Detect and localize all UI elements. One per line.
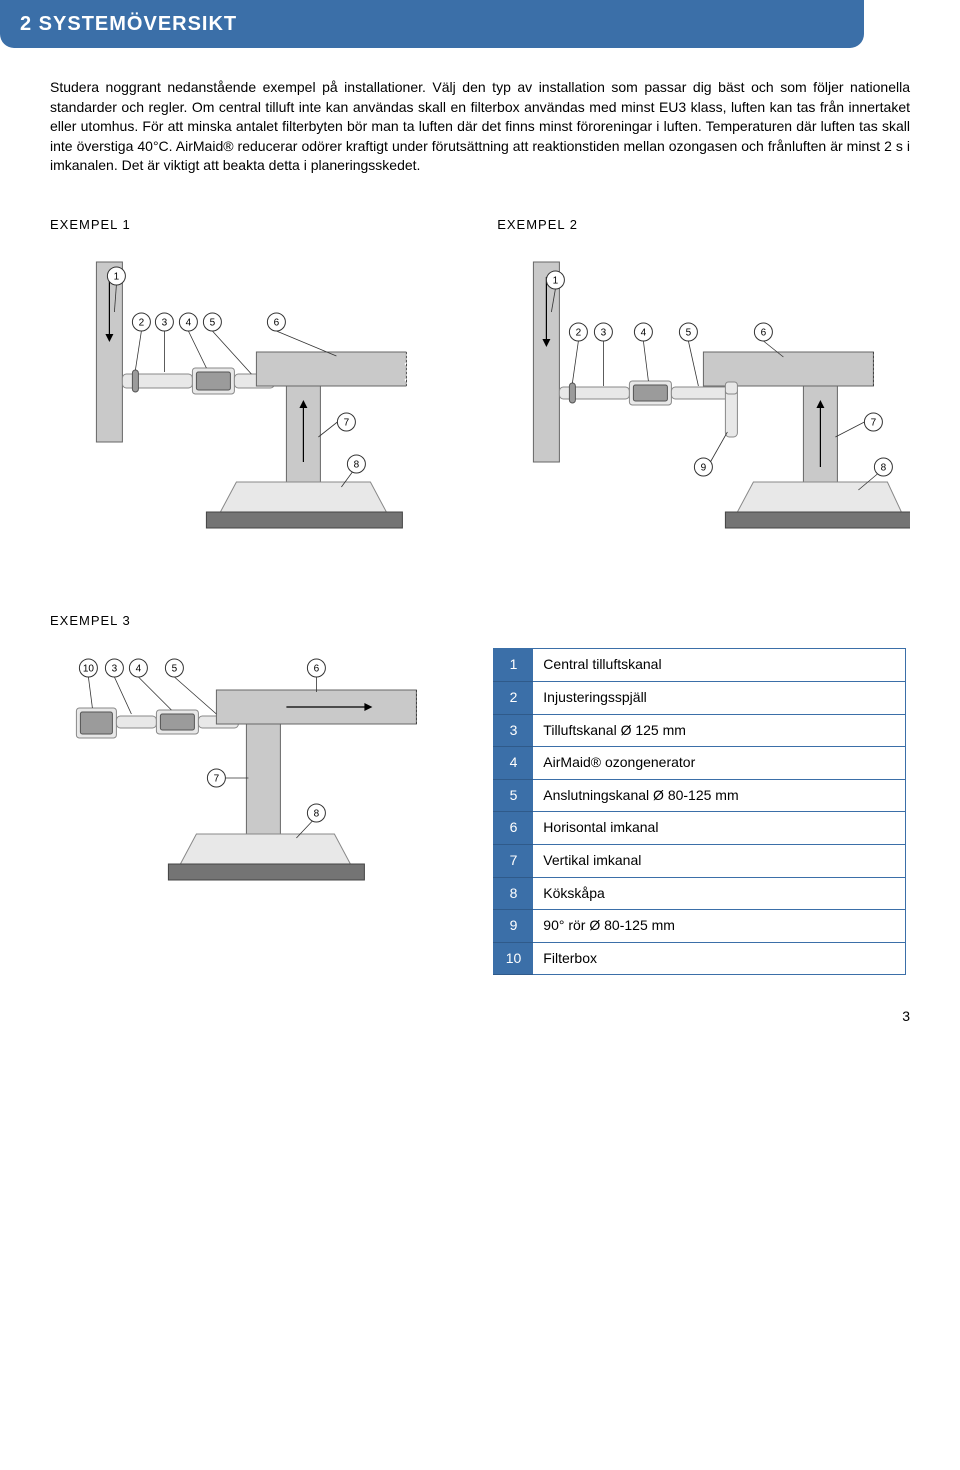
example-3-diagram: 10 3 4 5: [50, 648, 463, 948]
example-3-label: EXEMPEL 3: [50, 612, 910, 630]
svg-text:7: 7: [214, 774, 220, 785]
svg-text:5: 5: [210, 318, 216, 329]
callout-5: 5: [203, 313, 251, 374]
legend-number: 5: [493, 779, 533, 812]
callout-3: 3: [105, 659, 131, 714]
legend-row: 990° rör Ø 80-125 mm: [493, 910, 905, 943]
svg-text:6: 6: [274, 318, 280, 329]
legend-text: AirMaid® ozongenerator: [533, 747, 905, 780]
legend-row: 3Tilluftskanal Ø 125 mm: [493, 714, 905, 747]
callout-9: 9: [695, 432, 728, 476]
legend-text: Tilluftskanal Ø 125 mm: [533, 714, 905, 747]
svg-text:6: 6: [761, 328, 767, 339]
legend-text: Kökskåpa: [533, 877, 905, 910]
section-title: 2 SYSTEMÖVERSIKT: [20, 13, 237, 35]
example-2-diagram: 1 2 3 4: [497, 252, 910, 552]
svg-text:3: 3: [601, 328, 607, 339]
page-number: 3: [0, 1005, 960, 1037]
callout-3: 3: [595, 323, 613, 386]
legend-text: 90° rör Ø 80-125 mm: [533, 910, 905, 943]
legend-text: Horisontal imkanal: [533, 812, 905, 845]
svg-text:5: 5: [686, 328, 692, 339]
callout-5: 5: [165, 659, 216, 714]
svg-text:5: 5: [172, 664, 178, 675]
callout-4: 4: [635, 323, 653, 381]
callout-6: 6: [267, 313, 336, 356]
svg-text:4: 4: [136, 664, 142, 675]
legend-number: 1: [493, 649, 533, 682]
legend-number: 3: [493, 714, 533, 747]
legend-text: Injusteringsspjäll: [533, 681, 905, 714]
legend-number: 10: [493, 942, 533, 975]
callout-8: 8: [296, 804, 325, 838]
svg-text:6: 6: [314, 664, 320, 675]
callout-6: 6: [307, 659, 325, 692]
svg-text:1: 1: [114, 272, 120, 283]
svg-text:4: 4: [641, 328, 647, 339]
callout-7: 7: [207, 769, 248, 787]
svg-text:7: 7: [871, 418, 877, 429]
example-1-label: EXEMPEL 1: [50, 216, 463, 234]
svg-text:1: 1: [553, 276, 559, 287]
svg-text:8: 8: [354, 460, 360, 471]
legend-row: 8Kökskåpa: [493, 877, 905, 910]
legend-text: Filterbox: [533, 942, 905, 975]
legend-row: 1Central tilluftskanal: [493, 649, 905, 682]
svg-text:2: 2: [139, 318, 145, 329]
svg-text:3: 3: [112, 664, 118, 675]
example-2-label: EXEMPEL 2: [497, 216, 910, 234]
svg-text:9: 9: [701, 463, 707, 474]
callout-4: 4: [179, 313, 206, 368]
callout-2: 2: [132, 313, 150, 370]
legend-row: 7Vertikal imkanal: [493, 844, 905, 877]
legend-row: 2Injusteringsspjäll: [493, 681, 905, 714]
legend-text: Central tilluftskanal: [533, 649, 905, 682]
svg-text:8: 8: [881, 463, 887, 474]
callout-7: 7: [836, 413, 883, 437]
legend-row: 10Filterbox: [493, 942, 905, 975]
svg-text:8: 8: [314, 809, 320, 820]
callout-7: 7: [318, 413, 355, 437]
callout-10: 10: [79, 659, 97, 708]
legend-number: 7: [493, 844, 533, 877]
legend-row: 6Horisontal imkanal: [493, 812, 905, 845]
legend-text: Anslutningskanal Ø 80-125 mm: [533, 779, 905, 812]
section-header: 2 SYSTEMÖVERSIKT: [0, 0, 864, 48]
legend-row: 4AirMaid® ozongenerator: [493, 747, 905, 780]
svg-text:10: 10: [83, 664, 95, 675]
svg-text:2: 2: [576, 328, 582, 339]
legend-number: 2: [493, 681, 533, 714]
legend-table: 1Central tilluftskanal2Injusteringsspjäl…: [493, 648, 906, 975]
callout-5: 5: [680, 323, 699, 386]
callout-2: 2: [570, 323, 588, 383]
legend-number: 6: [493, 812, 533, 845]
intro-paragraph: Studera noggrant nedanstående exempel på…: [50, 78, 910, 176]
legend-text: Vertikal imkanal: [533, 844, 905, 877]
legend-number: 4: [493, 747, 533, 780]
example-1-diagram: 1 2 3 4: [50, 252, 463, 552]
callout-3: 3: [155, 313, 173, 372]
legend-number: 9: [493, 910, 533, 943]
legend-number: 8: [493, 877, 533, 910]
svg-text:7: 7: [344, 418, 350, 429]
legend-row: 5Anslutningskanal Ø 80-125 mm: [493, 779, 905, 812]
svg-text:4: 4: [186, 318, 192, 329]
svg-text:3: 3: [162, 318, 168, 329]
